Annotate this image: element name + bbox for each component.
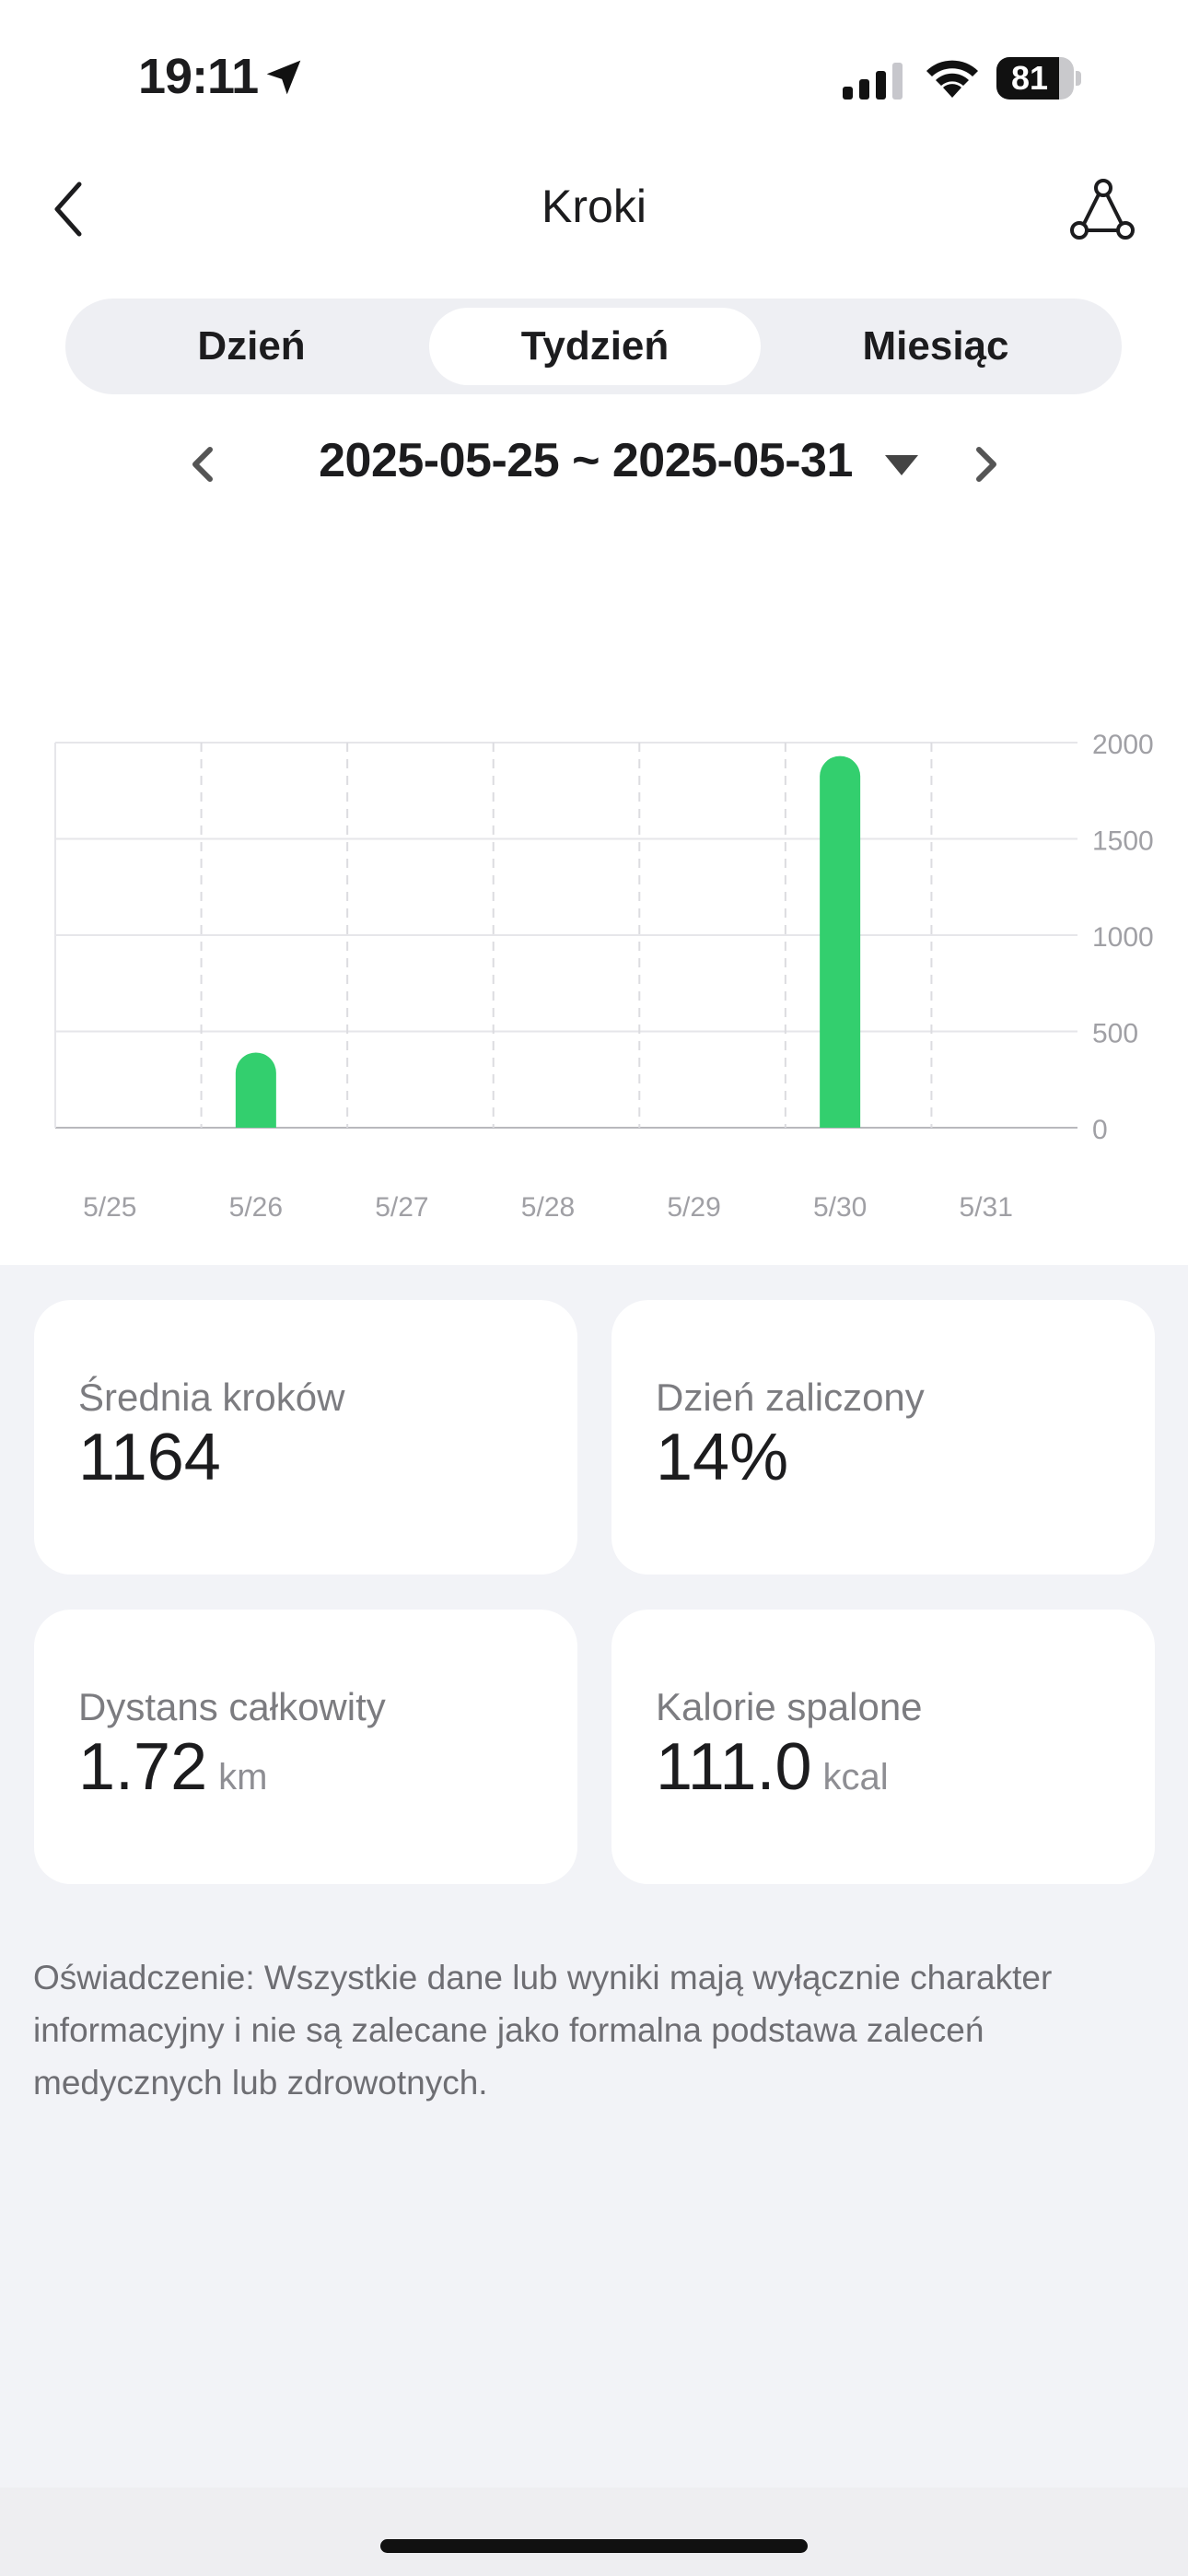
distance-value: 1.72 [78, 1730, 208, 1804]
battery-nub [1076, 71, 1081, 86]
x-tick-label: 5/29 [667, 1192, 720, 1223]
distance-card: Dystans całkowity 1.72 km [34, 1610, 577, 1884]
page-title: Kroki [542, 181, 646, 232]
steps-bar-chart: 2000 1500 1000 500 0 5/25 5/26 5/27 5/28 5/29 5/30… [54, 730, 1154, 1223]
chevron-left-icon[interactable] [181, 439, 227, 490]
calories-unit: kcal [822, 1757, 889, 1797]
y-tick-label: 500 [1092, 1019, 1138, 1049]
battery-body [996, 57, 1074, 100]
home-indicator[interactable] [380, 2539, 808, 2553]
cellular-signal-icon [843, 63, 903, 100]
chevron-right-icon[interactable] [962, 439, 1008, 490]
x-tick-label: 5/30 [813, 1192, 867, 1223]
bottom-safe-area [0, 2488, 1188, 2576]
avg-steps-label: Średnia kroków [78, 1376, 345, 1419]
tab-day[interactable]: Dzień [197, 323, 306, 369]
wifi-icon [926, 60, 978, 98]
calories-value: 111.0 [656, 1730, 812, 1804]
x-tick-label: 5/25 [83, 1192, 136, 1223]
tab-month[interactable]: Miesiąc [862, 323, 1009, 369]
date-range-label[interactable]: 2025-05-25 ~ 2025-05-31 [0, 433, 1188, 488]
distance-value-row: 1.72 km [78, 1729, 267, 1805]
y-tick-label: 1500 [1092, 826, 1154, 857]
distance-unit: km [218, 1757, 268, 1797]
day-completed-label: Dzień zaliczony [656, 1376, 925, 1419]
calories-label: Kalorie spalone [656, 1685, 923, 1728]
share-icon[interactable] [1070, 177, 1136, 243]
x-tick-label: 5/27 [375, 1192, 428, 1223]
y-tick-label: 1000 [1092, 922, 1154, 953]
location-arrow-icon [266, 60, 301, 95]
day-completed-value: 14% [656, 1421, 789, 1494]
distance-label: Dystans całkowity [78, 1685, 386, 1728]
x-tick-label: 5/31 [960, 1192, 1013, 1223]
caret-down-icon[interactable] [883, 453, 920, 477]
avg-steps-card: Średnia kroków 1164 [34, 1300, 577, 1575]
disclaimer-text: Oświadczenie: Wszystkie dane lub wyniki … [33, 1959, 1053, 2102]
status-time: 19:11 [138, 49, 259, 104]
y-tick-label: 0 [1092, 1115, 1108, 1145]
top-panel [0, 0, 1188, 1265]
day-completed-card: Dzień zaliczony 14% [611, 1300, 1155, 1575]
x-tick-label: 5/26 [229, 1192, 283, 1223]
calories-card: Kalorie spalone 111.0 kcal [611, 1610, 1155, 1884]
calories-value-row: 111.0 kcal [656, 1729, 889, 1805]
tab-week[interactable]: Tydzień [429, 308, 761, 385]
bar [820, 755, 861, 1128]
period-segmented-control: Dzień Tydzień Miesiąc [65, 299, 1122, 394]
x-tick-label: 5/28 [521, 1192, 575, 1223]
y-tick-label: 2000 [1092, 730, 1154, 760]
battery-percent: 81 [1010, 59, 1049, 97]
back-arrow-icon[interactable] [44, 177, 99, 241]
bar [235, 1052, 276, 1128]
avg-steps-value: 1164 [78, 1421, 221, 1494]
battery-indicator: 81 [996, 57, 1083, 100]
battery-fill [996, 57, 1060, 100]
date-range-text: 2025-05-25 ~ 2025-05-31 [319, 434, 853, 487]
